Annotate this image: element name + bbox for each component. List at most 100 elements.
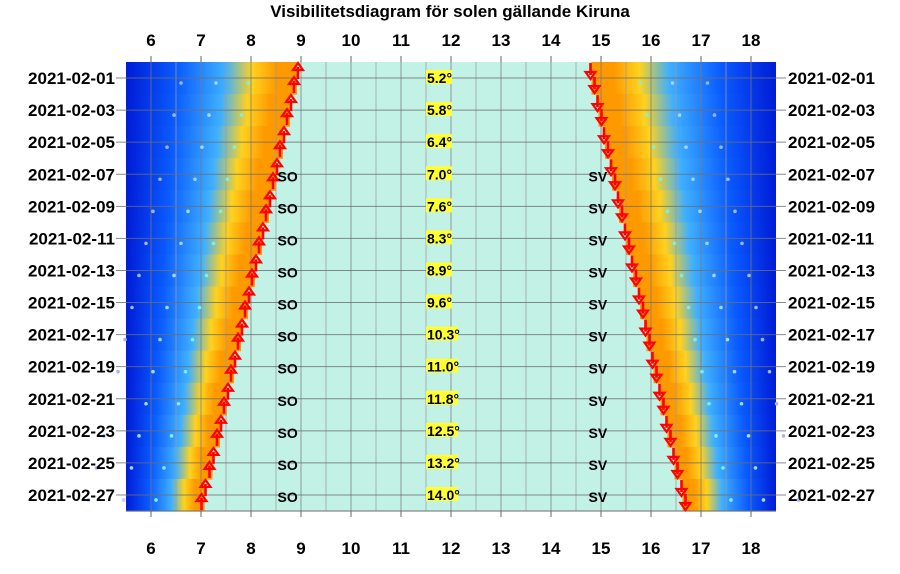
elevation-highlight [426, 134, 452, 149]
rise-direction-label: SO [278, 425, 298, 441]
sunrise-arrow [258, 203, 274, 222]
twilight-dot [193, 177, 197, 182]
twilight-dot [714, 434, 718, 438]
sunset-arrow [587, 77, 602, 95]
sunset-arrow [656, 397, 671, 416]
twilight-dot [754, 305, 758, 310]
date-label-right: 2021-02-05 [788, 133, 875, 152]
sunrise-arrow [206, 445, 221, 464]
sunrise-arrow [198, 478, 213, 496]
date-label-left: 2021-02-05 [28, 133, 115, 152]
sunrise-arrow [276, 125, 292, 144]
twilight-dot [186, 209, 190, 214]
x-tick-label-bottom: 16 [642, 539, 661, 558]
x-tick-label-top: 9 [296, 31, 305, 50]
twilight-dot [719, 305, 723, 310]
sunset-arrow [628, 269, 644, 288]
elevation-highlight [426, 198, 452, 213]
date-label-right: 2021-02-09 [788, 197, 875, 216]
max-elevation-label: 9.6° [427, 295, 452, 311]
elevation-highlight [426, 326, 458, 341]
twilight-dot [165, 305, 169, 310]
max-elevation-label: 11.0° [427, 359, 459, 375]
elevation-highlight [426, 102, 452, 117]
twilight-dot [129, 466, 134, 470]
sunset-arrow [583, 63, 598, 81]
twilight-dot [144, 241, 148, 246]
elevation-highlight [426, 166, 452, 181]
twilight-dot [781, 434, 786, 438]
twilight-dot [154, 498, 158, 502]
twilight-dot [705, 81, 710, 85]
date-label-right: 2021-02-13 [788, 261, 875, 280]
date-label-left: 2021-02-17 [28, 326, 115, 345]
sunrise-arrow [213, 413, 229, 432]
elevation-highlight [426, 358, 458, 373]
x-tick-label-bottom: 15 [592, 539, 611, 558]
sunrise-arrow [244, 267, 260, 286]
date-label-left: 2021-02-01 [28, 69, 115, 88]
rise-direction-label: SO [278, 361, 298, 377]
set-direction-label: SV [589, 168, 608, 184]
sunrise-arrow [255, 221, 271, 240]
twilight-dot [158, 337, 162, 342]
twilight-dot [200, 145, 204, 149]
twilight-dot [760, 337, 765, 342]
sunrise-arrow [272, 139, 288, 158]
twilight-dot [246, 81, 251, 85]
twilight-dot [677, 113, 682, 117]
date-label-left: 2021-02-07 [28, 165, 115, 184]
set-direction-label: SV [589, 232, 608, 248]
twilight-dot [747, 273, 751, 278]
twilight-dot [700, 369, 704, 374]
sunset-arrow [659, 415, 674, 434]
sunrise-arrow [227, 349, 243, 368]
set-direction-label: SV [589, 200, 608, 216]
x-tick-label-bottom: 13 [492, 539, 511, 558]
date-label-right: 2021-02-19 [788, 358, 875, 377]
twilight-dot [151, 369, 155, 374]
twilight-dot [686, 305, 691, 310]
twilight-dot [94, 466, 99, 470]
x-tick-label-top: 13 [492, 31, 511, 50]
twilight-dot [729, 498, 733, 502]
x-tick-label-bottom: 11 [392, 539, 410, 558]
sunset-arrow [590, 95, 605, 113]
twilight-dot [179, 81, 183, 85]
twilight-dot [672, 241, 677, 246]
twilight-dot [665, 209, 670, 214]
sunrise-arrow [194, 492, 209, 510]
date-label-right: 2021-02-27 [788, 486, 875, 505]
elevation-highlight [426, 454, 458, 469]
x-tick-label-bottom: 18 [742, 539, 761, 558]
twilight-dot [705, 241, 709, 246]
sunset-arrow [607, 173, 623, 192]
max-elevation-label: 5.8° [427, 102, 452, 118]
sunset-arrow [610, 191, 626, 210]
sunset-arrow [670, 461, 685, 480]
sunset-arrow [638, 319, 653, 338]
date-label-left: 2021-02-15 [28, 294, 115, 313]
twilight-dot [684, 145, 688, 149]
set-direction-label: SV [589, 393, 608, 409]
sunset-arrow [617, 223, 633, 242]
twilight-dot [725, 337, 730, 342]
sunrise-arrow [241, 285, 257, 304]
row-labels: 2021-02-01 2021-02-01 5.2° 2021-02-03 2021-0… [28, 69, 875, 505]
sunrise-arrow [209, 427, 225, 446]
twilight-dot [740, 241, 744, 246]
sunset-arrow [652, 383, 667, 402]
date-label-right: 2021-02-21 [788, 390, 875, 409]
elevation-highlight [426, 262, 452, 277]
max-elevation-label: 8.9° [427, 262, 452, 278]
twilight-dot [774, 401, 779, 406]
twilight-dot [746, 434, 751, 438]
date-label-left: 2021-02-19 [28, 358, 115, 377]
twilight-dot [721, 466, 725, 470]
sunrise-arrow [216, 395, 232, 414]
sunrise-arrow [220, 381, 236, 400]
sunrise-arrow [262, 189, 278, 208]
set-direction-label: SV [589, 361, 608, 377]
twilight-dot [638, 81, 642, 85]
twilight-dot [218, 209, 223, 214]
